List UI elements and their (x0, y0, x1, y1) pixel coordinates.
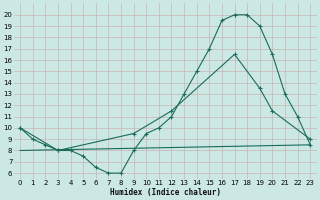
X-axis label: Humidex (Indice chaleur): Humidex (Indice chaleur) (110, 188, 221, 197)
